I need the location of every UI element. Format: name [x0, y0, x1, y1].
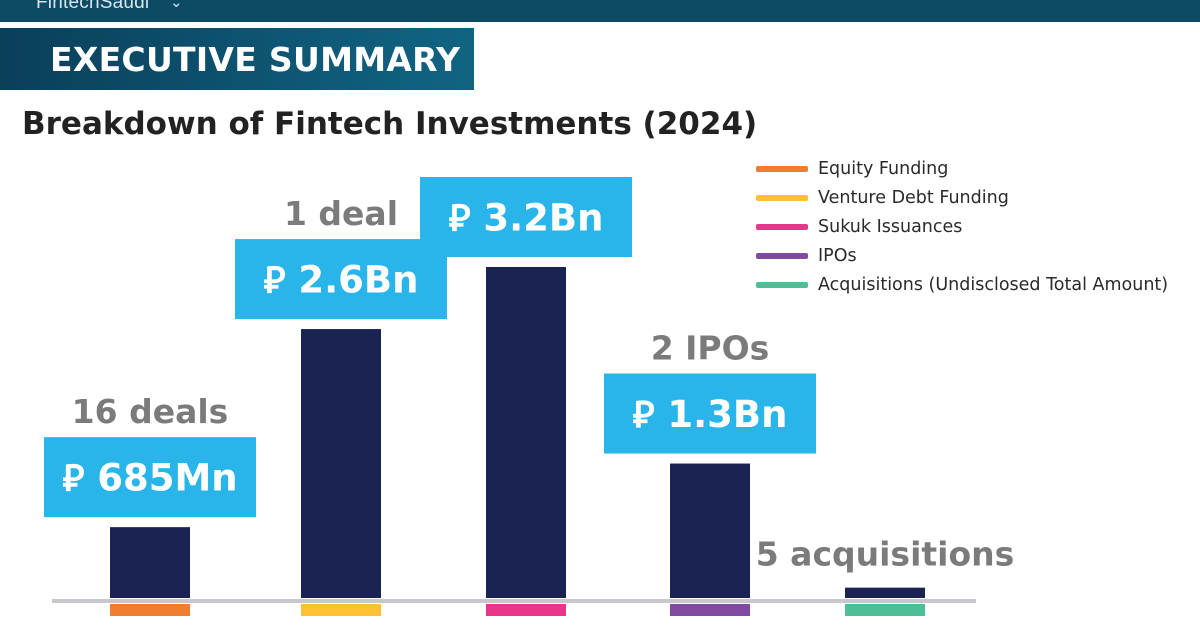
legend-label: Equity Funding [818, 158, 949, 179]
category-marker-acquisitions [845, 604, 925, 616]
value-label-box-equity-funding [44, 437, 256, 518]
legend-swatch [756, 165, 808, 172]
legend-swatch [756, 194, 808, 201]
legend-label: IPOs [818, 246, 857, 267]
value-label-box-sukuk-issuances [420, 177, 632, 257]
legend-item-sukuk-issuances: Sukuk Issuances [756, 212, 1168, 241]
category-marker-sukuk-issuances [486, 604, 566, 616]
bar-ipos [670, 463, 750, 598]
legend-item-ipos: IPOs [756, 242, 1168, 271]
value-label-venture-debt-funding: ⃁ 2.6Bn [264, 258, 419, 301]
count-label-acquisitions: 5 acquisitions [756, 535, 1015, 574]
bar-equity-funding [110, 527, 190, 598]
count-label-ipos: 2 IPOs [651, 329, 770, 368]
legend-item-equity-funding: Equity Funding [756, 154, 1168, 183]
legend-swatch [756, 282, 808, 289]
chart-baseline [52, 599, 976, 603]
bar-venture-debt-funding [301, 329, 381, 598]
brand-logo-text: FintechSaudi [36, 0, 150, 13]
value-label-ipos: ⃁ 1.3Bn [633, 393, 788, 436]
legend-swatch [756, 223, 808, 230]
bar-sukuk-issuances [486, 267, 566, 598]
count-label-venture-debt-funding: 1 deal [284, 194, 398, 233]
legend-label: Acquisitions (Undisclosed Total Amount) [818, 275, 1169, 296]
legend-item-acquisitions: Acquisitions (Undisclosed Total Amount) [756, 271, 1168, 300]
banner-title: EXECUTIVE SUMMARY [50, 40, 461, 79]
section-banner: EXECUTIVE SUMMARY [0, 28, 474, 90]
count-label-equity-funding: 16 deals [72, 392, 229, 431]
chart-title: Breakdown of Fintech Investments (2024) [22, 106, 758, 142]
category-marker-equity-funding [110, 604, 190, 616]
category-marker-ipos [670, 604, 750, 616]
legend-label: Venture Debt Funding [818, 187, 1009, 208]
value-label-box-ipos [604, 373, 816, 454]
chevron-down-icon: ⌄ [170, 0, 183, 11]
legend-label: Sukuk Issuances [818, 216, 963, 237]
category-marker-venture-debt-funding [301, 604, 381, 616]
top-bar: FintechSaudi ⌄ [0, 0, 1200, 22]
legend-swatch [756, 253, 808, 260]
bar-acquisitions [845, 587, 925, 598]
value-label-box-venture-debt-funding [235, 239, 447, 320]
value-label-equity-funding: ⃁ 685Mn [62, 456, 237, 499]
chart-legend: Equity Funding Venture Debt Funding Sukuk … [756, 154, 1168, 300]
value-label-sukuk-issuances: ⃁ 3.2Bn [449, 196, 604, 239]
legend-item-venture-debt-funding: Venture Debt Funding [756, 183, 1168, 212]
